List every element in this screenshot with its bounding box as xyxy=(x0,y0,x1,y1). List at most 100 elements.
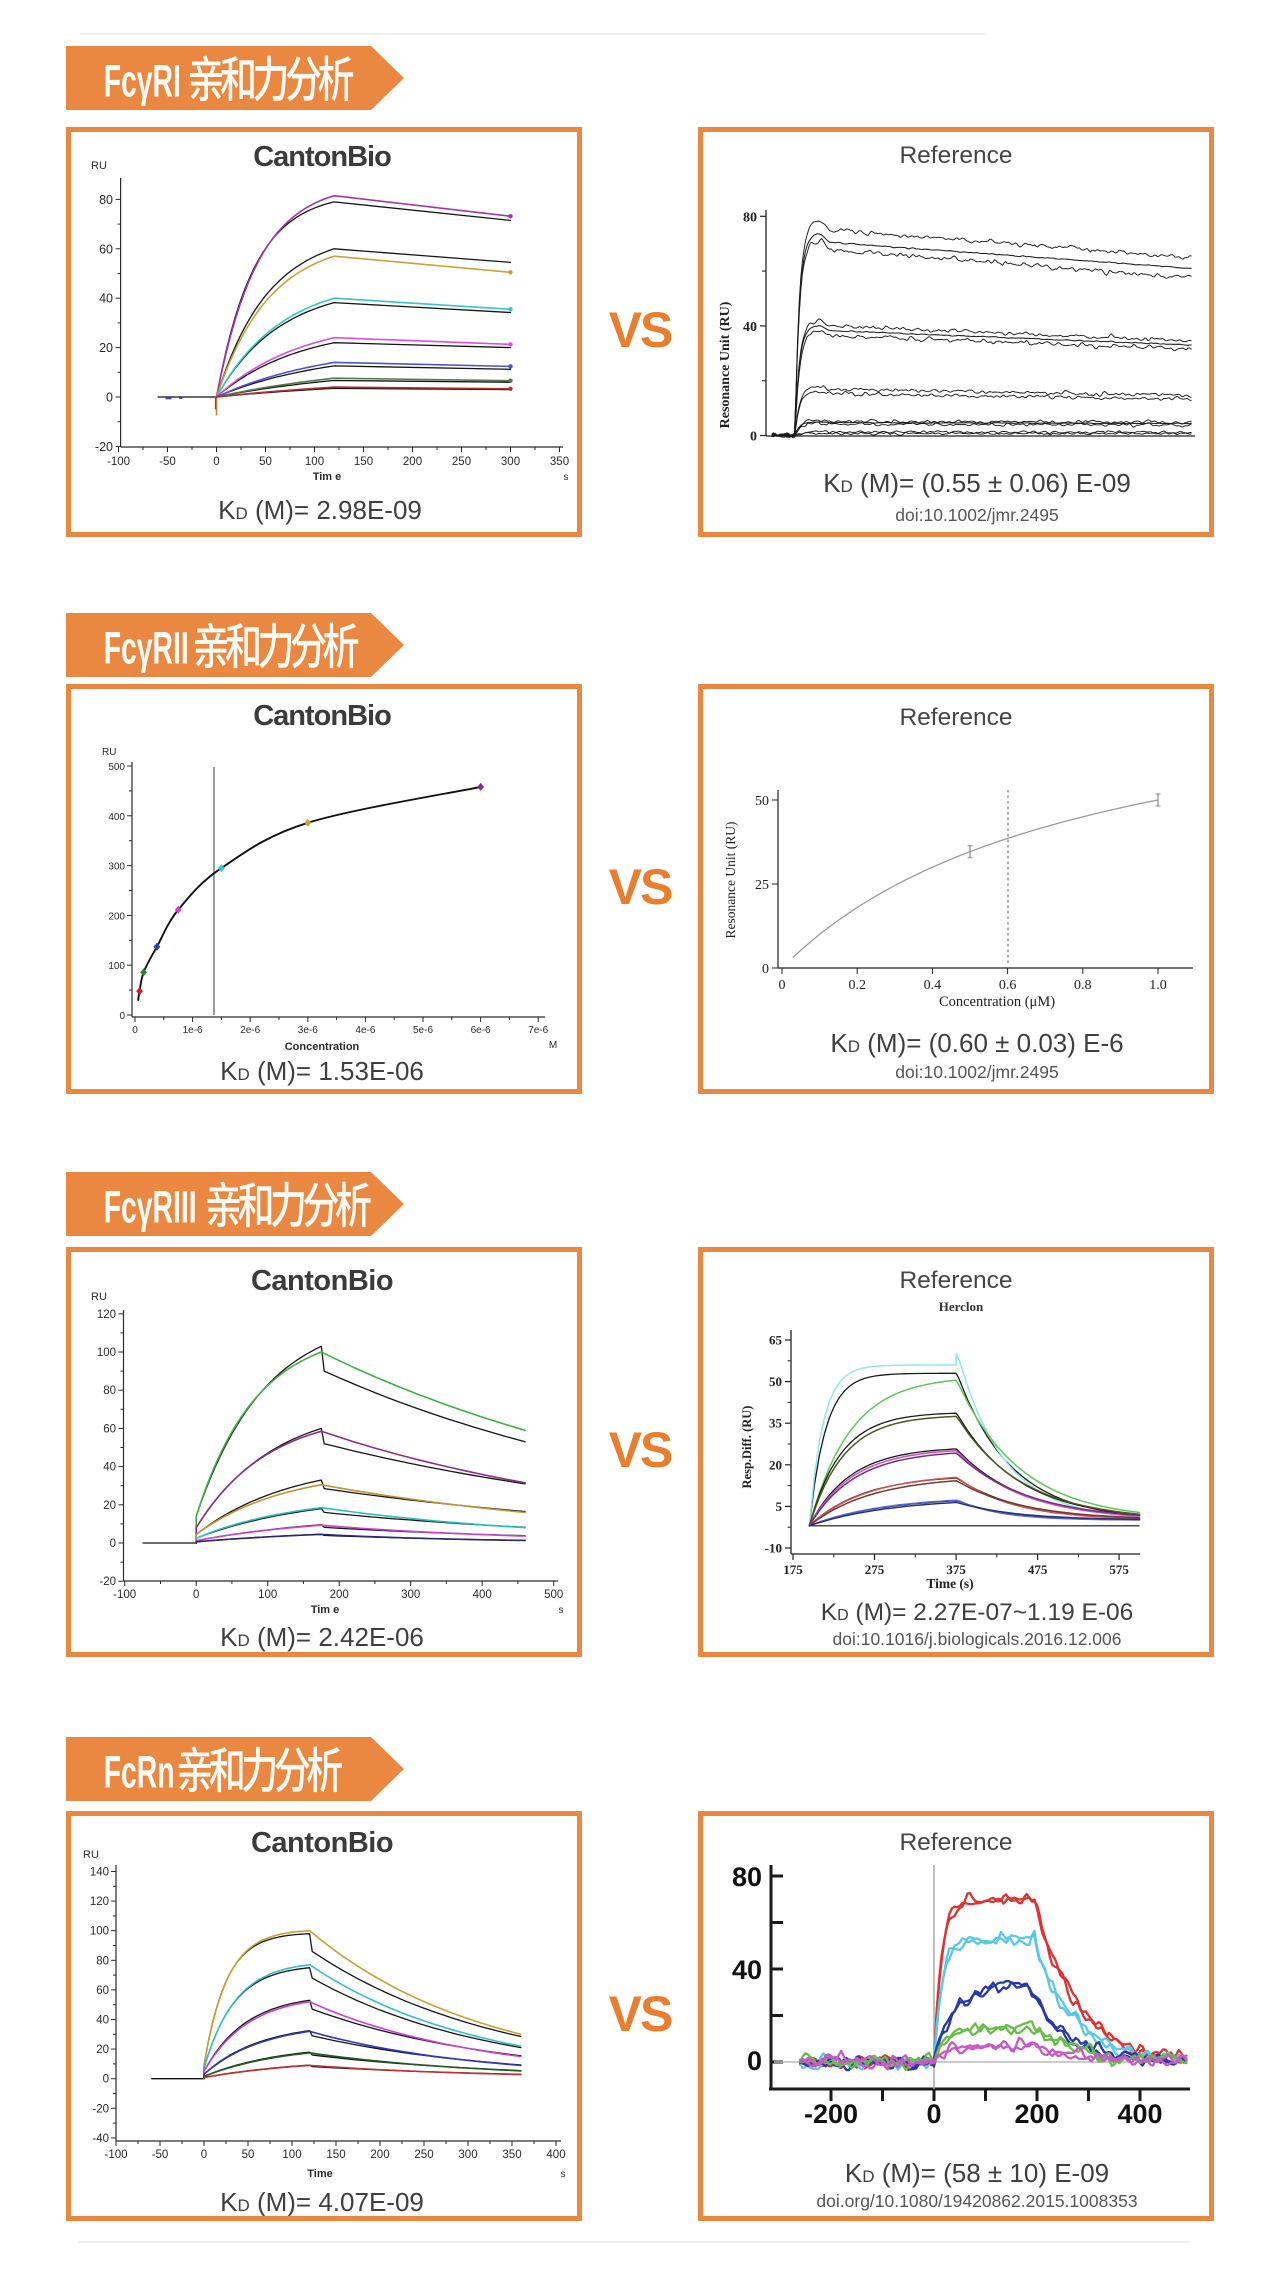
svg-text:0: 0 xyxy=(119,1011,125,1022)
svg-text:FcRn: FcRn xyxy=(104,1747,175,1797)
svg-text:1e-6: 1e-6 xyxy=(183,1025,203,1036)
svg-text:0: 0 xyxy=(762,962,769,977)
svg-text:0: 0 xyxy=(132,1025,138,1036)
svg-text:0: 0 xyxy=(193,1589,199,1601)
svg-text:250: 250 xyxy=(414,2149,433,2161)
svg-text:120: 120 xyxy=(90,1896,109,1908)
svg-text:475: 475 xyxy=(1028,1562,1048,1577)
svg-text:-10: -10 xyxy=(765,1541,782,1556)
svg-text:3e-6: 3e-6 xyxy=(298,1025,318,1036)
svg-text:500: 500 xyxy=(544,1589,563,1601)
svg-text:100: 100 xyxy=(97,1347,116,1359)
svg-text:doi:10.1016/j.biologicals.2016: doi:10.1016/j.biologicals.2016.12.006 xyxy=(833,1629,1122,1649)
svg-text:0.6: 0.6 xyxy=(999,978,1017,993)
svg-text:Herclon: Herclon xyxy=(939,1299,984,1314)
svg-text:80: 80 xyxy=(732,1862,762,1892)
svg-text:50: 50 xyxy=(242,2149,255,2161)
svg-text:FcγRIII: FcγRIII xyxy=(104,1182,197,1232)
svg-text:80: 80 xyxy=(96,1955,109,1967)
svg-text:KD (M)= (0.55 ± 0.06) E-09: KD (M)= (0.55 ± 0.06) E-09 xyxy=(823,468,1131,498)
svg-text:400: 400 xyxy=(1117,2099,1162,2129)
svg-text:50: 50 xyxy=(755,794,769,809)
svg-text:20: 20 xyxy=(96,2044,109,2056)
svg-text:Reference: Reference xyxy=(899,1829,1012,1856)
svg-text:-100: -100 xyxy=(113,1589,136,1601)
svg-text:40: 40 xyxy=(743,320,757,335)
svg-text:50: 50 xyxy=(259,456,272,468)
svg-text:60: 60 xyxy=(103,1423,116,1435)
svg-text:100: 100 xyxy=(305,456,324,468)
svg-text:300: 300 xyxy=(501,456,520,468)
svg-text:RU: RU xyxy=(83,1849,99,1861)
svg-text:200: 200 xyxy=(1014,2099,1059,2129)
svg-text:60: 60 xyxy=(99,242,113,256)
svg-text:CantonBio: CantonBio xyxy=(253,700,391,732)
svg-text:0: 0 xyxy=(110,1538,116,1550)
svg-text:RU: RU xyxy=(91,160,107,172)
svg-text:0: 0 xyxy=(106,391,113,405)
svg-text:Tim e: Tim e xyxy=(311,1604,340,1616)
svg-text:Concentration: Concentration xyxy=(285,1041,360,1053)
svg-text:KD (M)= 2.98E-09: KD (M)= 2.98E-09 xyxy=(218,495,422,525)
svg-text:300: 300 xyxy=(401,1589,420,1601)
svg-text:-200: -200 xyxy=(804,2099,858,2129)
svg-text:Reference: Reference xyxy=(899,1267,1012,1294)
svg-text:0: 0 xyxy=(926,2099,941,2129)
svg-text:0: 0 xyxy=(750,430,757,445)
svg-text:80: 80 xyxy=(103,1385,116,1397)
svg-text:doi:10.1002/jmr.2495: doi:10.1002/jmr.2495 xyxy=(895,505,1058,525)
svg-text:KD (M)= (0.60 ± 0.03) E-6: KD (M)= (0.60 ± 0.03) E-6 xyxy=(830,1028,1123,1058)
svg-text:575: 575 xyxy=(1109,1562,1129,1577)
svg-text:40: 40 xyxy=(99,292,113,306)
svg-text:0.8: 0.8 xyxy=(1074,978,1092,993)
svg-text:0: 0 xyxy=(103,2074,109,2086)
svg-text:Reference: Reference xyxy=(899,704,1012,731)
svg-text:375: 375 xyxy=(946,1562,966,1577)
svg-text:500: 500 xyxy=(108,762,125,773)
svg-text:0.2: 0.2 xyxy=(848,978,866,993)
svg-text:275: 275 xyxy=(865,1562,885,1577)
svg-text:400: 400 xyxy=(546,2149,565,2161)
svg-text:35: 35 xyxy=(769,1416,783,1431)
svg-text:5e-6: 5e-6 xyxy=(413,1025,433,1036)
svg-text:Tim e: Tim e xyxy=(313,471,342,483)
svg-text:140: 140 xyxy=(90,1867,109,1879)
svg-text:65: 65 xyxy=(769,1333,783,1348)
svg-text:60: 60 xyxy=(96,1985,109,1997)
svg-text:20: 20 xyxy=(99,341,113,355)
svg-text:RU: RU xyxy=(102,747,116,758)
svg-text:KD (M)= 1.53E-06: KD (M)= 1.53E-06 xyxy=(220,1056,424,1086)
svg-text:100: 100 xyxy=(258,1589,277,1601)
svg-text:400: 400 xyxy=(473,1589,492,1601)
svg-text:-40: -40 xyxy=(92,2133,109,2145)
svg-text:-50: -50 xyxy=(159,456,176,468)
svg-text:0: 0 xyxy=(747,2046,762,2076)
svg-text:100: 100 xyxy=(90,1926,109,1938)
svg-text:doi.org/10.1080/19420862.2015.: doi.org/10.1080/19420862.2015.1008353 xyxy=(816,2191,1137,2211)
svg-text:200: 200 xyxy=(330,1589,349,1601)
svg-text:120: 120 xyxy=(97,1309,116,1321)
svg-text:-100: -100 xyxy=(107,456,130,468)
svg-text:100: 100 xyxy=(108,961,125,972)
svg-text:20: 20 xyxy=(769,1457,782,1472)
svg-text:175: 175 xyxy=(783,1562,803,1577)
svg-text:200: 200 xyxy=(370,2149,389,2161)
svg-text:CantonBio: CantonBio xyxy=(251,1827,393,1859)
svg-text:-20: -20 xyxy=(95,440,113,454)
svg-text:Resonance Unit (RU): Resonance Unit (RU) xyxy=(718,301,733,428)
svg-text:4e-6: 4e-6 xyxy=(355,1025,375,1036)
svg-text:50: 50 xyxy=(769,1374,782,1389)
svg-text:0: 0 xyxy=(779,978,786,993)
svg-text:1.0: 1.0 xyxy=(1149,978,1167,993)
svg-text:-100: -100 xyxy=(104,2149,127,2161)
svg-text:M: M xyxy=(549,1040,557,1051)
svg-text:5: 5 xyxy=(776,1499,783,1514)
svg-text:250: 250 xyxy=(452,456,471,468)
svg-text:-20: -20 xyxy=(92,2103,109,2115)
svg-text:-50: -50 xyxy=(152,2149,169,2161)
svg-text:Time: Time xyxy=(307,2168,332,2180)
svg-text:80: 80 xyxy=(743,210,757,225)
svg-text:doi:10.1002/jmr.2495: doi:10.1002/jmr.2495 xyxy=(895,1062,1058,1082)
svg-text:400: 400 xyxy=(108,812,125,823)
svg-text:RU: RU xyxy=(91,1291,107,1303)
